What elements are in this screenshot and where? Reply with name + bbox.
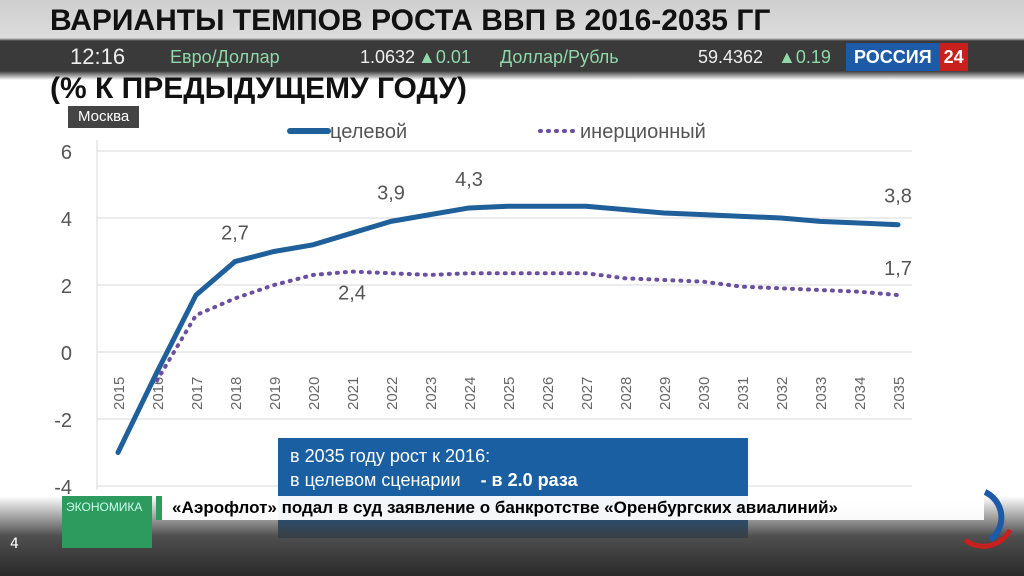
series-line-0	[115, 203, 901, 455]
pair1-change: ▲0.01	[418, 47, 471, 67]
legend-label: инерционный	[580, 121, 706, 143]
x-tick-label: 2029	[657, 377, 674, 410]
x-tick-label: 2030	[696, 377, 713, 410]
data-label: 3,9	[377, 182, 405, 204]
x-tick-label: 2025	[501, 377, 518, 410]
x-tick-label: 2019	[267, 377, 284, 410]
x-tick-label: 2015	[111, 377, 128, 410]
slide-title-line1: ВАРИАНТЫ ТЕМПОВ РОСТА ВВП В 2016-2035 ГГ	[50, 4, 771, 37]
x-tick-label: 2018	[228, 377, 245, 410]
info-line2-value: - в 2.0 раза	[480, 470, 578, 490]
y-tick-label: -2	[54, 410, 72, 432]
info-line1: в 2035 году рост к 2016:	[290, 446, 491, 466]
data-label: 1,7	[884, 258, 912, 280]
x-tick-label: 2028	[618, 377, 635, 410]
pair1-label: Евро/Доллар	[170, 47, 280, 67]
x-tick-label: 2016	[150, 377, 167, 410]
page-number: 4	[10, 536, 19, 552]
legend-label: целевой	[330, 121, 407, 143]
x-tick-label: 2027	[579, 377, 596, 410]
pair2-label: Доллар/Рубль	[500, 47, 619, 67]
data-label: 3,8	[884, 186, 912, 208]
channel-logo: РОССИЯ 24	[846, 43, 968, 71]
y-tick-label: 6	[61, 142, 72, 164]
x-tick-label: 2020	[306, 377, 323, 410]
news-headline: «Аэрофлот» подал в суд заявление о банкр…	[156, 496, 984, 520]
pair1-value: 1.0632	[360, 47, 416, 67]
pair1-change-value: 0.01	[435, 47, 471, 67]
x-tick-label: 2032	[774, 377, 791, 410]
city-label: Москва	[68, 106, 140, 128]
clock: 12:16	[70, 44, 126, 69]
news-category: ЭКОНОМИКА	[62, 496, 152, 548]
x-tick-label: 2034	[852, 377, 869, 410]
pair2-value: 59.4362	[698, 47, 764, 67]
y-tick-label: 0	[61, 343, 72, 365]
x-tick-label: 2026	[540, 377, 557, 410]
channel-name: РОССИЯ	[846, 43, 940, 71]
pair2-change-value: 0.19	[795, 47, 831, 67]
x-tick-label: 2024	[462, 377, 479, 410]
series-line-1	[155, 269, 900, 383]
x-tick-label: 2022	[384, 377, 401, 410]
channel-number: 24	[939, 43, 968, 71]
data-label: 2,4	[338, 283, 366, 305]
y-tick-label: 4	[61, 209, 72, 231]
x-tick-label: 2035	[891, 377, 908, 410]
data-label: 2,7	[221, 223, 249, 245]
x-tick-label: 2021	[345, 377, 362, 410]
y-tick-label: 2	[61, 276, 72, 298]
data-label: 4,3	[455, 169, 483, 191]
x-tick-label: 2031	[735, 377, 752, 410]
slide-title-line2: (% К ПРЕДЫДУЩЕМУ ГОДУ)	[50, 72, 467, 105]
x-tick-label: 2023	[423, 377, 440, 410]
pair2-change: ▲0.19	[778, 47, 831, 67]
x-tick-label: 2033	[813, 377, 830, 410]
info-line2-label: в целевом сценарии	[290, 470, 461, 490]
x-tick-label: 2017	[189, 377, 206, 410]
y-tick-label: -4	[54, 477, 72, 499]
